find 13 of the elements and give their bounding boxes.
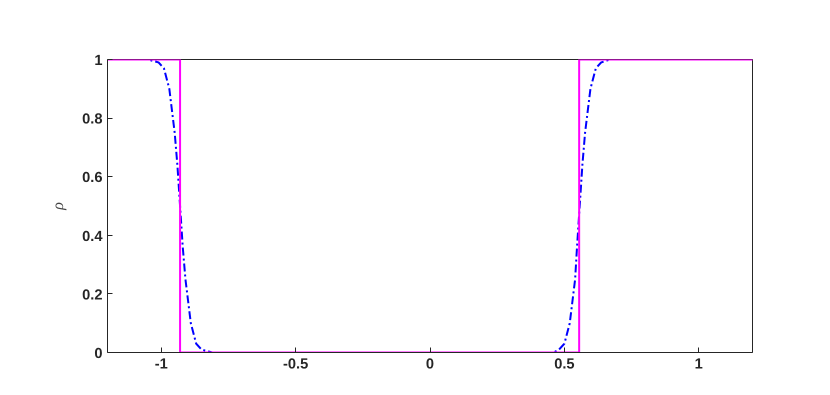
- y-tick-label: 0.8: [82, 112, 102, 128]
- y-tick-label: 0.2: [82, 287, 102, 304]
- x-tick-label: 0.5: [554, 356, 575, 372]
- y-tick-label: 0.6: [82, 170, 102, 186]
- x-tick-label: -1: [154, 356, 168, 372]
- x-tick-label: 0: [426, 356, 434, 372]
- y-tick-label: 0: [94, 346, 103, 362]
- y-tick-label: 0.4: [82, 228, 104, 245]
- line-series: [108, 60, 752, 352]
- x-tick-label: 1: [694, 356, 703, 372]
- y-tick-label: 1: [94, 53, 103, 69]
- y-axis-title: ρ: [50, 202, 68, 211]
- x-tick-label: -0.5: [283, 356, 308, 372]
